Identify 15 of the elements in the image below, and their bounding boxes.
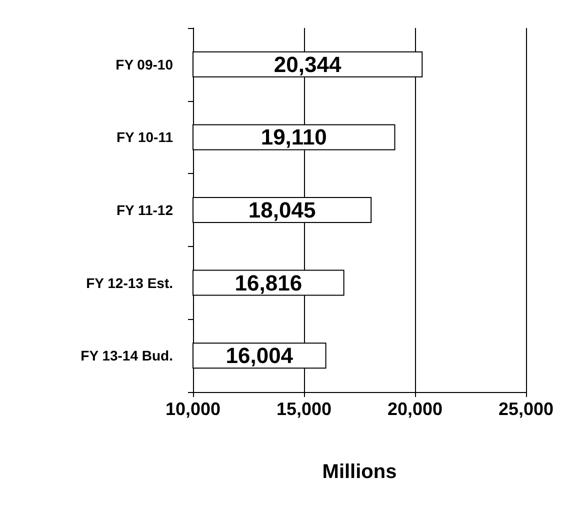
data-label: 18,045 [248, 198, 316, 222]
x-tick-label: 20,000 [387, 399, 443, 419]
data-label: 20,344 [274, 52, 342, 77]
x-tick-label: 25,000 [498, 399, 554, 419]
data-label: 16,004 [226, 343, 294, 368]
x-axis-title: Millions [322, 461, 397, 483]
data-label: 19,110 [260, 124, 327, 150]
y-tick-label: FY 12-13 Est. [86, 274, 173, 291]
y-tick-label: FY 09-10 [116, 56, 174, 72]
y-tick-label: FY 11-12 [116, 202, 174, 218]
y-tick-label: FY 13-14 Bud. [80, 348, 173, 364]
x-tick-label: 10,000 [165, 399, 221, 419]
x-tick-label: 15,000 [276, 399, 332, 419]
y-tick-label: FY 10-11 [116, 129, 174, 146]
data-label: 16,816 [234, 270, 302, 296]
